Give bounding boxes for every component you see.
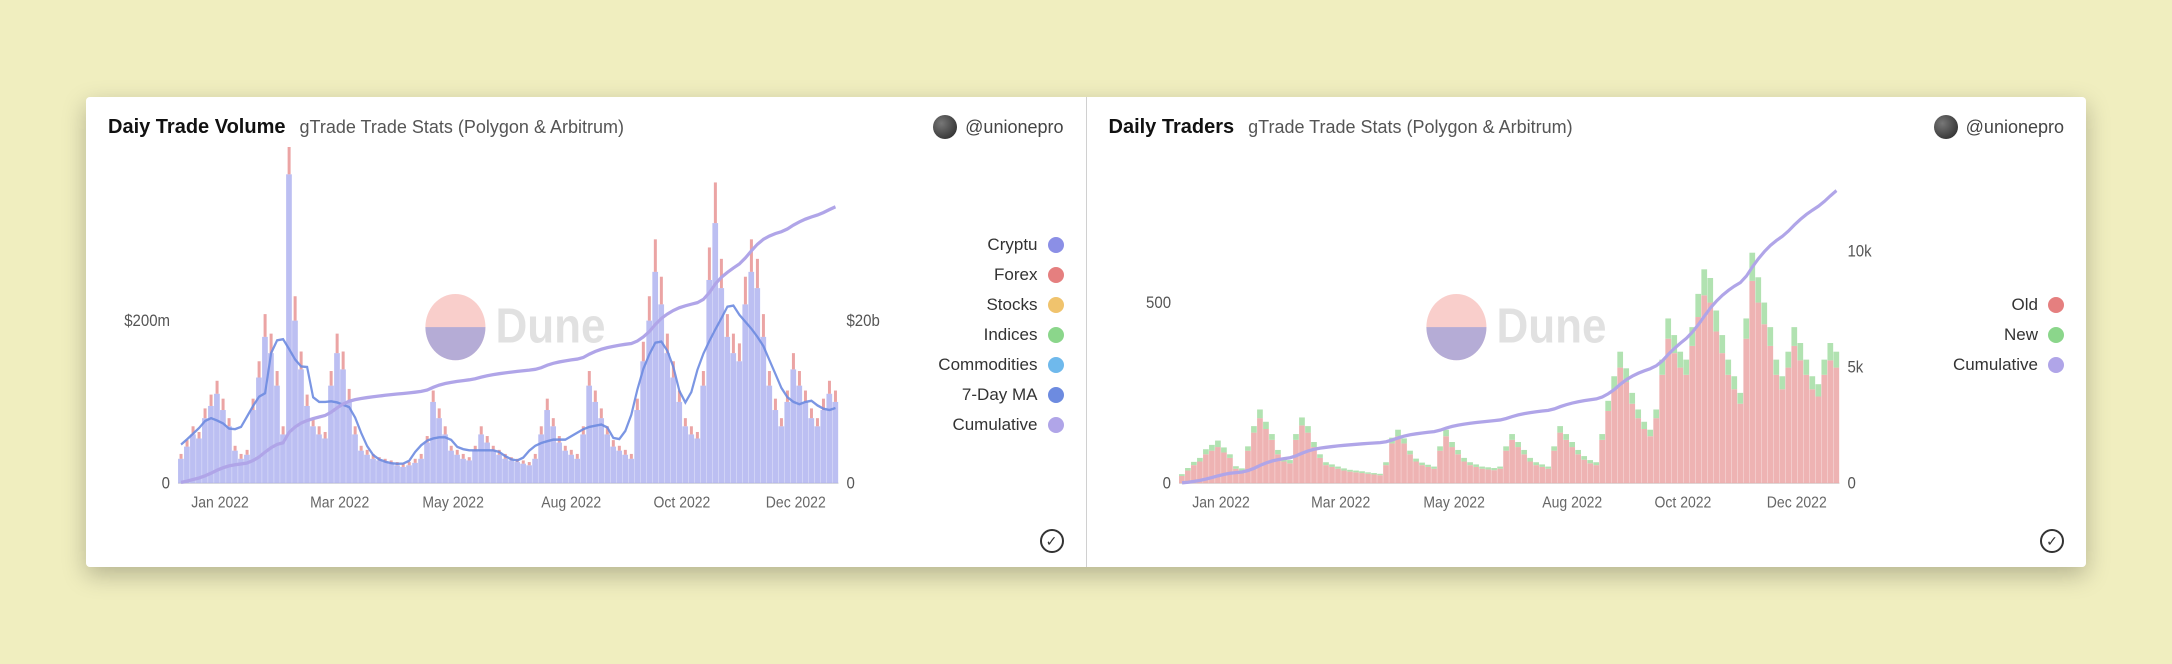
author-link[interactable]: @unionepro	[933, 115, 1063, 139]
chart-subtitle: gTrade Trade Stats (Polygon & Arbitrum)	[1248, 117, 1572, 138]
legend-swatch	[1048, 357, 1064, 373]
legend-item[interactable]: Stocks	[909, 295, 1064, 315]
panel-header: Daily Traders gTrade Trade Stats (Polygo…	[1109, 115, 2065, 139]
chart-area[interactable]: Dune 0 500 0 5k 10k Jan 2022 Mar 2022 May 2022 Au…	[1109, 147, 1890, 523]
legend-item[interactable]: Cryptu	[909, 235, 1064, 255]
svg-text:10k: 10k	[1847, 243, 1871, 261]
title-wrap: Daily Traders gTrade Trade Stats (Polygo…	[1109, 116, 1573, 139]
chart-svg: Dune 0 500 0 5k 10k Jan 2022 Mar 2022 May 2022 Au…	[1109, 147, 1890, 523]
svg-text:$200m: $200m	[124, 313, 170, 331]
panel-body: Dune 0 500 0 5k 10k Jan 2022 Mar 2022 May 2022 Au…	[1109, 147, 2065, 523]
legend-swatch	[1048, 267, 1064, 283]
svg-text:$20b: $20b	[846, 313, 880, 331]
legend-label: Cumulative	[952, 415, 1037, 435]
svg-text:Dec 2022: Dec 2022	[1766, 495, 1826, 512]
chart-subtitle: gTrade Trade Stats (Polygon & Arbitrum)	[299, 117, 623, 138]
svg-text:5k: 5k	[1847, 359, 1863, 377]
legend-label: Stocks	[986, 295, 1037, 315]
legend-swatch	[1048, 417, 1064, 433]
svg-text:Dune: Dune	[1496, 299, 1606, 354]
svg-text:Mar 2022: Mar 2022	[310, 495, 369, 512]
author-link[interactable]: @unionepro	[1934, 115, 2064, 139]
svg-text:Jan 2022: Jan 2022	[1192, 495, 1250, 512]
legend-swatch	[2048, 297, 2064, 313]
legend-swatch	[1048, 297, 1064, 313]
author-handle: @unionepro	[965, 117, 1063, 138]
legend-label: 7-Day MA	[962, 385, 1038, 405]
title-wrap: Daiy Trade Volume gTrade Trade Stats (Po…	[108, 116, 624, 139]
legend-item[interactable]: Old	[1909, 295, 2064, 315]
legend-item[interactable]: Commodities	[909, 355, 1064, 375]
svg-text:0: 0	[1162, 475, 1171, 493]
legend-item[interactable]: Cumulative	[909, 415, 1064, 435]
verified-icon[interactable]: ✓	[2040, 529, 2064, 553]
svg-text:Mar 2022: Mar 2022	[1311, 495, 1370, 512]
chart-title: Daiy Trade Volume	[108, 116, 285, 139]
verified-icon[interactable]: ✓	[1040, 529, 1064, 553]
panel-footer: ✓	[1109, 523, 2065, 553]
legend-swatch	[2048, 357, 2064, 373]
legend: Old New Cumulative	[1889, 147, 2064, 523]
chart-area[interactable]: Dune 0 $200m 0 $20b Jan 2022 Mar 2022 May 2022 A…	[108, 147, 889, 523]
panel-body: Dune 0 $200m 0 $20b Jan 2022 Mar 2022 May 2022 A…	[108, 147, 1064, 523]
legend-item[interactable]: 7-Day MA	[909, 385, 1064, 405]
panel-daily-traders: Daily Traders gTrade Trade Stats (Polygo…	[1087, 97, 2087, 567]
avatar-icon	[1934, 115, 1958, 139]
legend-label: Old	[2012, 295, 2038, 315]
svg-text:May 2022: May 2022	[1423, 495, 1484, 512]
dashboard-wrapper: Daiy Trade Volume gTrade Trade Stats (Po…	[86, 97, 2086, 567]
svg-text:Aug 2022: Aug 2022	[1542, 495, 1602, 512]
svg-text:Oct 2022: Oct 2022	[654, 495, 711, 512]
svg-text:Aug 2022: Aug 2022	[541, 495, 601, 512]
svg-text:0: 0	[846, 475, 855, 493]
legend-swatch	[1048, 237, 1064, 253]
avatar-icon	[933, 115, 957, 139]
legend-item[interactable]: Cumulative	[1909, 355, 2064, 375]
legend-swatch	[2048, 327, 2064, 343]
legend-label: Indices	[984, 325, 1038, 345]
svg-text:Dune: Dune	[495, 299, 605, 354]
legend-label: Cumulative	[1953, 355, 2038, 375]
svg-text:Oct 2022: Oct 2022	[1654, 495, 1711, 512]
legend-item[interactable]: Indices	[909, 325, 1064, 345]
legend-item[interactable]: New	[1909, 325, 2064, 345]
legend-swatch	[1048, 327, 1064, 343]
svg-text:Dec 2022: Dec 2022	[766, 495, 826, 512]
svg-text:May 2022: May 2022	[422, 495, 483, 512]
chart-title: Daily Traders	[1109, 116, 1235, 139]
author-handle: @unionepro	[1966, 117, 2064, 138]
legend-swatch	[1048, 387, 1064, 403]
legend-label: Forex	[994, 265, 1037, 285]
chart-svg: Dune 0 $200m 0 $20b Jan 2022 Mar 2022 May 2022 A…	[108, 147, 889, 523]
legend: Cryptu Forex Stocks Indices Commodities 7-Day…	[889, 147, 1064, 523]
panel-header: Daiy Trade Volume gTrade Trade Stats (Po…	[108, 115, 1064, 139]
legend-item[interactable]: Forex	[909, 265, 1064, 285]
svg-text:500: 500	[1146, 294, 1171, 312]
legend-label: New	[2004, 325, 2038, 345]
panel-footer: ✓	[108, 523, 1064, 553]
svg-text:0: 0	[1847, 475, 1856, 493]
svg-text:0: 0	[162, 475, 171, 493]
panel-daily-trade-volume: Daiy Trade Volume gTrade Trade Stats (Po…	[86, 97, 1086, 567]
svg-text:Jan 2022: Jan 2022	[191, 495, 249, 512]
legend-label: Commodities	[938, 355, 1037, 375]
legend-label: Cryptu	[987, 235, 1037, 255]
